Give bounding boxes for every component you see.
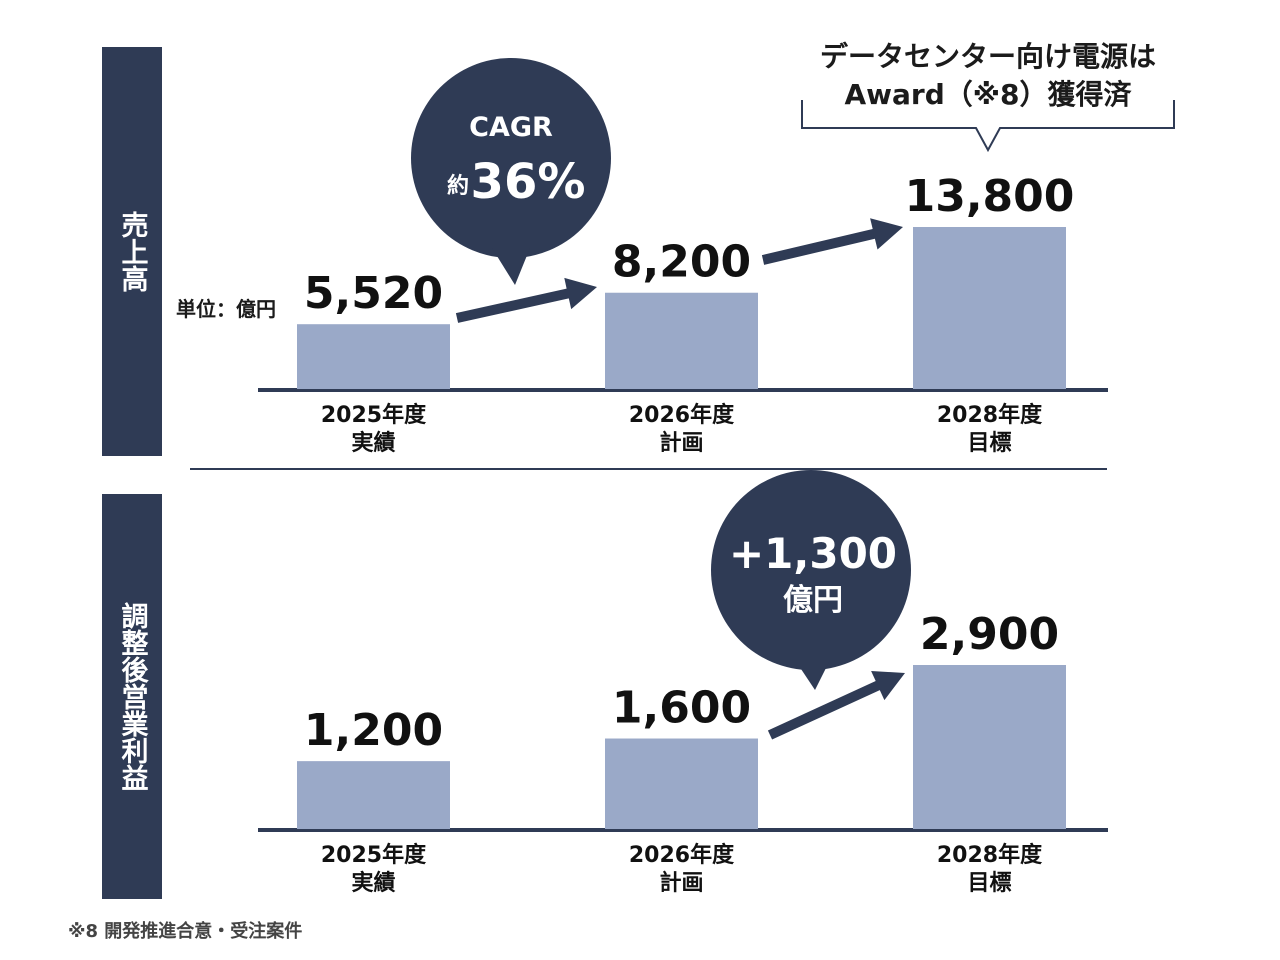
arrow-sales-1 <box>455 277 597 323</box>
category-sub-0-1: 計画 <box>659 430 703 456</box>
category-year-1-0: 2025年度 <box>321 842 427 868</box>
award-note-line2: Award（※8）獲得済 <box>844 78 1132 111</box>
unit-label: 単位：億円 <box>176 297 276 321</box>
bar-1-0 <box>297 761 450 829</box>
bubble-cagr <box>411 58 611 258</box>
award-note: データセンター向け電源は Award（※8）獲得済 <box>780 38 1196 114</box>
category-year-0-0: 2025年度 <box>321 402 427 428</box>
baseline-0 <box>258 388 1108 392</box>
bubble-cagr-title: CAGR <box>469 112 553 143</box>
bar-1-2 <box>913 665 1066 829</box>
category-year-1-2: 2028年度 <box>937 842 1043 868</box>
bubble-increase-tail <box>795 660 830 690</box>
panel-label-operating-profit: 調整後営業利益 <box>102 494 162 899</box>
bubble-cagr-tail <box>492 248 530 285</box>
category-sub-1-1: 計画 <box>659 870 703 896</box>
panel-label-sales: 売上高 <box>102 47 162 456</box>
bar-0-1 <box>605 292 758 389</box>
bubble-increase <box>711 470 911 670</box>
bar-1-1 <box>605 738 758 829</box>
arrow-sales-2 <box>761 218 903 265</box>
bar-0-2 <box>913 227 1066 389</box>
panel-label-op-text: 調整後営業利益 <box>116 602 148 791</box>
bubble-increase-value: +1,300 <box>729 529 897 578</box>
panel-separator <box>190 468 1107 470</box>
value-label-0-0: 5,520 <box>304 268 443 319</box>
category-sub-1-2: 目標 <box>967 871 1011 896</box>
value-label-1-2: 2,900 <box>920 609 1059 660</box>
bubble-cagr-value: 36% <box>471 154 586 210</box>
baseline-1 <box>258 828 1108 832</box>
value-label-0-1: 8,200 <box>612 237 751 288</box>
panel-label-sales-text: 売上高 <box>116 211 148 292</box>
footnote: ※8 開発推進合意・受注案件 <box>68 921 303 942</box>
category-sub-0-0: 実績 <box>351 430 395 456</box>
category-year-0-2: 2028年度 <box>937 402 1043 428</box>
category-year-1-1: 2026年度 <box>629 842 735 868</box>
category-year-0-1: 2026年度 <box>629 402 735 428</box>
award-bracket <box>801 100 1175 153</box>
award-note-line1: データセンター向け電源は <box>819 40 1156 73</box>
bubble-increase-unit: 億円 <box>783 583 843 618</box>
bubble-cagr-prefix: 約 <box>447 173 469 199</box>
category-sub-1-0: 実績 <box>351 870 395 896</box>
arrow-op-1 <box>767 671 905 740</box>
bar-0-0 <box>297 324 450 389</box>
value-label-1-1: 1,600 <box>612 683 751 734</box>
category-sub-0-2: 目標 <box>967 431 1011 456</box>
value-label-0-2: 13,800 <box>905 171 1075 222</box>
value-label-1-0: 1,200 <box>304 705 443 756</box>
